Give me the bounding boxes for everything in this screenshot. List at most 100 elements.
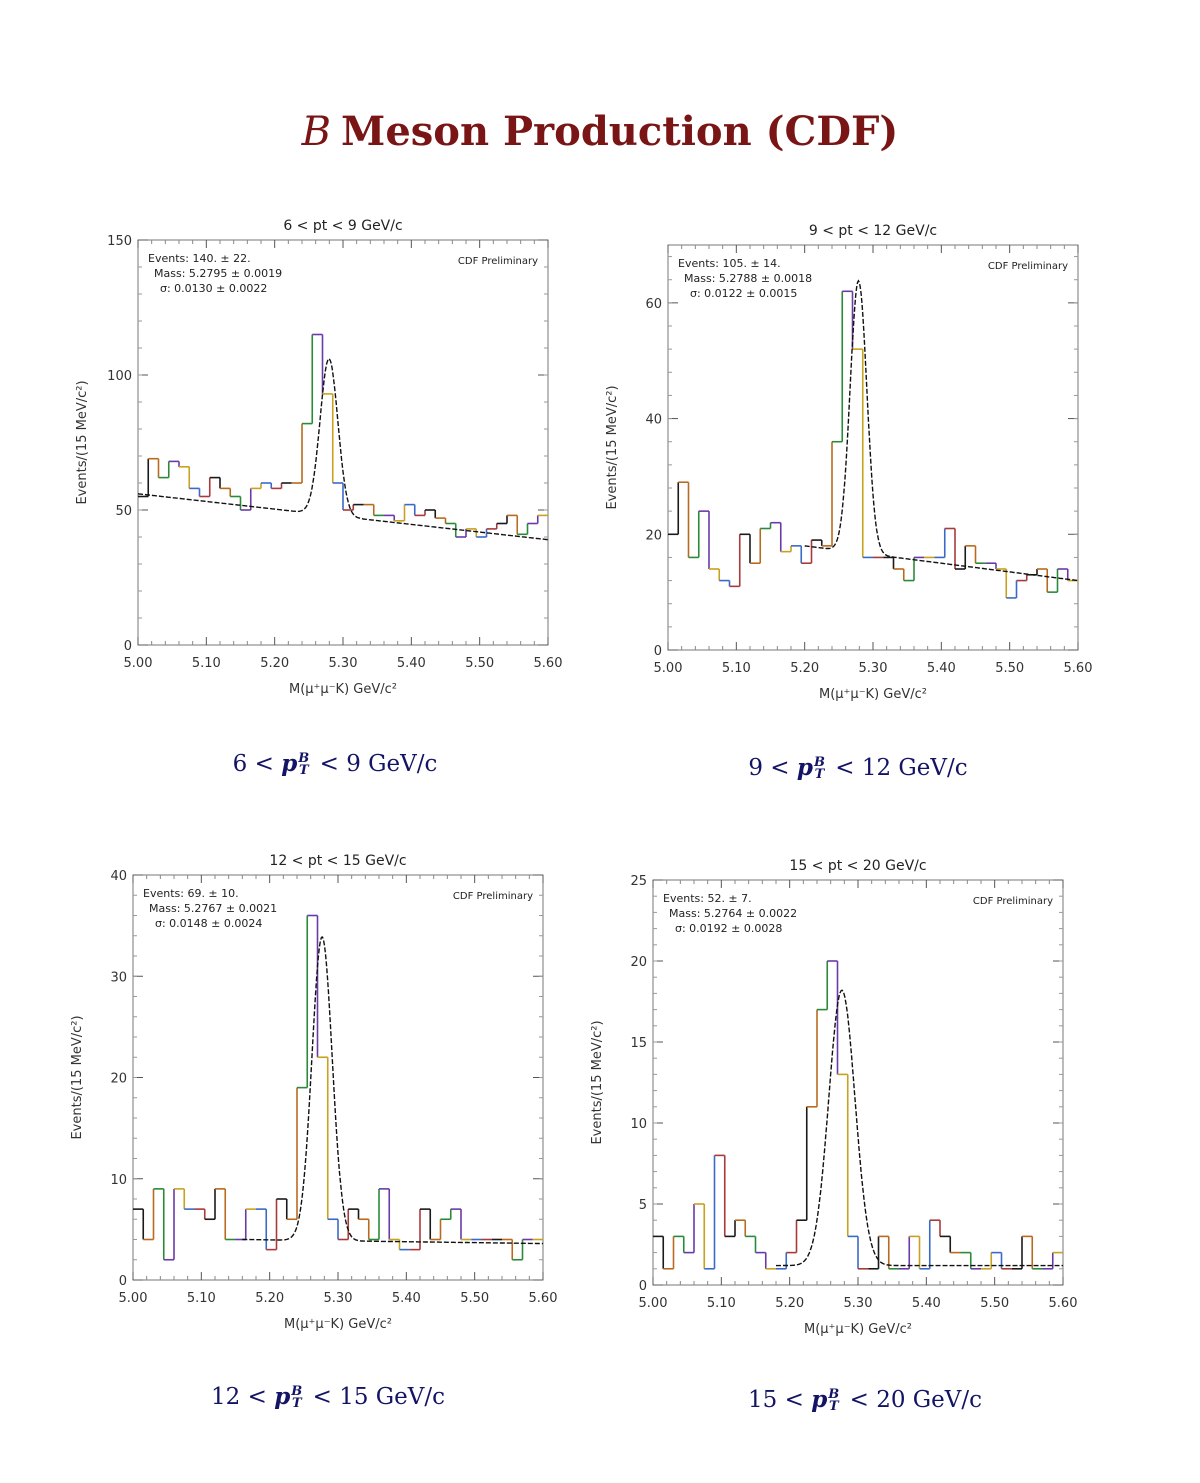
mass-plot-pt-12-15: 12 < pt < 15 GeV/c 5.00 5.10 5.20 5.30 5.40 5.… — [70, 853, 558, 1332]
chart-title: 15 < pt < 20 GeV/c — [789, 858, 926, 874]
x-tick-label: 5.10 — [192, 656, 221, 671]
caption-low: 15 — [748, 1387, 778, 1413]
x-tick-label: 5.00 — [124, 656, 153, 671]
stats-line: σ: 0.0192 ± 0.0028 — [675, 922, 782, 935]
caption-high: 9 GeV/c — [346, 751, 438, 777]
stats-line: Events: 105. ± 14. — [678, 257, 781, 270]
y-tick-label: 0 — [654, 644, 662, 659]
caption-sup: B — [813, 755, 825, 771]
x-tick-label: 5.30 — [859, 661, 888, 676]
x-axis-label: M(μ⁺μ⁻K) GeV/c² — [284, 1317, 392, 1332]
y-tick-label: 5 — [639, 1198, 647, 1213]
x-tick-label: 5.60 — [534, 656, 563, 671]
y-tick-label: 10 — [630, 1117, 647, 1132]
x-tick-label: 5.50 — [460, 1291, 489, 1306]
caption-symbol: p — [811, 1386, 828, 1413]
x-tick-label: 5.30 — [324, 1291, 353, 1306]
y-axis-label: Events/(15 MeV/c²) — [70, 1015, 85, 1139]
caption-symbol: p — [274, 1383, 291, 1410]
x-tick-label: 5.30 — [329, 656, 358, 671]
stats-line: σ: 0.0122 ± 0.0015 — [690, 287, 797, 300]
caption-high: 20 GeV/c — [876, 1387, 982, 1413]
caption-sub: T — [814, 767, 825, 782]
annotation-cdf-preliminary: CDF Preliminary — [988, 261, 1068, 272]
x-tick-label: 5.50 — [465, 656, 494, 671]
x-axis-label: M(μ⁺μ⁻K) GeV/c² — [289, 682, 397, 697]
chart-title: 6 < pt < 9 GeV/c — [283, 218, 402, 234]
annotation-cdf-preliminary: CDF Preliminary — [973, 896, 1053, 907]
x-tick-label: 5.60 — [529, 1291, 558, 1306]
x-axis-label: M(μ⁺μ⁻K) GeV/c² — [804, 1322, 912, 1337]
x-tick-label: 5.10 — [707, 1296, 736, 1311]
y-tick-label: 20 — [110, 1072, 127, 1087]
caption-sup: B — [828, 1387, 840, 1403]
mass-plot-pt-15-20: 15 < pt < 20 GeV/c 5.00 5.10 5.20 5.30 5.40 5.… — [590, 858, 1078, 1337]
chart-title: 12 < pt < 15 GeV/c — [269, 853, 406, 869]
y-tick-label: 150 — [107, 234, 132, 249]
x-tick-label: 5.10 — [722, 661, 751, 676]
x-tick-label: 5.10 — [187, 1291, 216, 1306]
caption-sub: T — [828, 1399, 839, 1414]
x-tick-label: 5.40 — [397, 656, 426, 671]
x-tick-label: 5.40 — [927, 661, 956, 676]
y-axis-label: Events/(15 MeV/c²) — [605, 385, 620, 509]
stats-line: Mass: 5.2795 ± 0.0019 — [154, 267, 282, 280]
y-tick-label: 15 — [630, 1036, 647, 1051]
mass-plot-pt-9-12: 9 < pt < 12 GeV/c 5.00 5.10 5.20 5.30 5.40 5.5… — [605, 223, 1092, 702]
y-tick-label: 50 — [115, 504, 132, 519]
x-tick-label: 5.00 — [654, 661, 683, 676]
fit-curve — [137, 357, 549, 541]
x-tick-label: 5.50 — [980, 1296, 1009, 1311]
x-tick-label: 5.20 — [790, 661, 819, 676]
annotation-cdf-preliminary: CDF Preliminary — [453, 891, 533, 902]
caption-sup: B — [298, 751, 310, 767]
y-tick-label: 100 — [107, 369, 132, 384]
y-tick-label: 0 — [119, 1274, 127, 1289]
x-tick-label: 5.20 — [775, 1296, 804, 1311]
page-title: B Meson Production (CDF) — [0, 108, 1200, 155]
x-tick-label: 5.00 — [119, 1291, 148, 1306]
caption-high: 12 GeV/c — [861, 755, 968, 781]
stats-line: σ: 0.0130 ± 0.0022 — [160, 282, 267, 295]
x-tick-label: 5.30 — [844, 1296, 873, 1311]
y-tick-label: 40 — [645, 413, 662, 428]
x-tick-label: 5.40 — [912, 1296, 941, 1311]
caption-low: 6 — [232, 751, 248, 777]
y-tick-label: 10 — [110, 1173, 127, 1188]
y-tick-label: 40 — [110, 869, 127, 884]
caption-symbol: p — [796, 754, 813, 781]
x-tick-label: 5.60 — [1049, 1296, 1078, 1311]
y-tick-label: 20 — [645, 528, 662, 543]
fit-curve — [242, 936, 544, 1245]
x-axis-label: M(μ⁺μ⁻K) GeV/c² — [819, 687, 927, 702]
y-tick-label: 30 — [110, 970, 127, 985]
stats-line: σ: 0.0148 ± 0.0024 — [155, 917, 262, 930]
fit-curve — [804, 279, 1079, 582]
caption-symbol: p — [281, 750, 298, 777]
fit-curve — [776, 989, 1063, 1267]
mass-plot-pt-6-9: 6 < pt < 9 GeV/c 5.00 5.10 5.20 5.30 5.40 5.50… — [75, 218, 563, 697]
annotation-cdf-preliminary: CDF Preliminary — [458, 256, 538, 267]
x-tick-label: 5.20 — [255, 1291, 284, 1306]
y-axis-label: Events/(15 MeV/c²) — [75, 380, 90, 504]
chart-title: 9 < pt < 12 GeV/c — [809, 223, 937, 239]
caption-sub: T — [291, 1396, 302, 1411]
stats-line: Events: 69. ± 10. — [143, 887, 239, 900]
y-tick-label: 25 — [630, 874, 647, 889]
y-axis-label: Events/(15 MeV/c²) — [590, 1020, 605, 1144]
stats-line: Events: 52. ± 7. — [663, 892, 752, 905]
title-symbol: B — [301, 109, 332, 155]
title-text: Meson Production (CDF) — [341, 108, 899, 155]
x-tick-label: 5.00 — [639, 1296, 668, 1311]
x-tick-label: 5.20 — [260, 656, 289, 671]
stats-line: Mass: 5.2767 ± 0.0021 — [149, 902, 277, 915]
y-tick-label: 0 — [124, 639, 132, 654]
y-tick-label: 0 — [639, 1279, 647, 1294]
caption-high: 15 GeV/c — [339, 1384, 445, 1410]
caption-sup: B — [291, 1384, 303, 1400]
x-tick-label: 5.50 — [995, 661, 1024, 676]
x-tick-label: 5.40 — [392, 1291, 421, 1306]
